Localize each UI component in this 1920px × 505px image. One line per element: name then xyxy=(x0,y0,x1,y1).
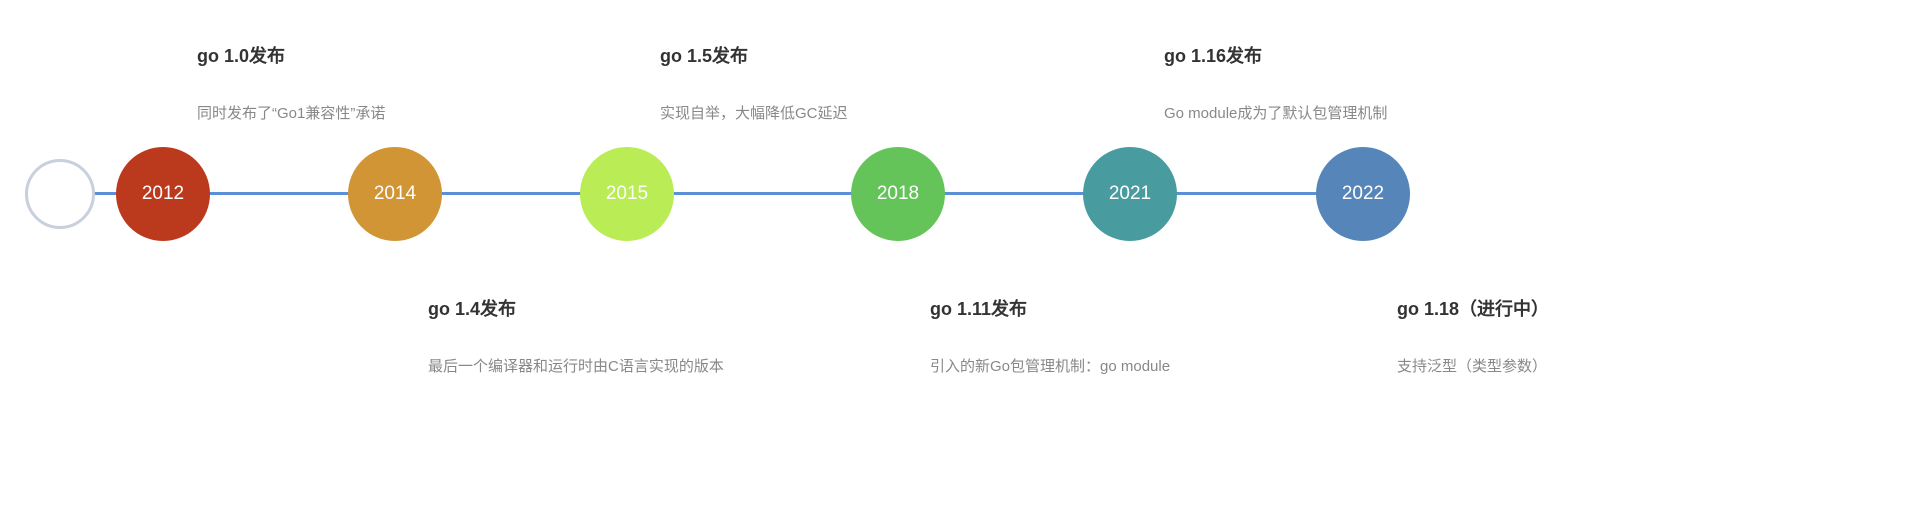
node-2014: 2014 xyxy=(348,147,442,241)
event-desc: 支持泛型（类型参数） xyxy=(1397,358,1548,375)
event-title: go 1.16发布 xyxy=(1164,46,1263,66)
event-desc: 实现自举，大幅降低GC延迟 xyxy=(660,105,848,122)
node-2015: 2015 xyxy=(580,147,674,241)
event-desc: 同时发布了“Go1兼容性”承诺 xyxy=(197,105,386,122)
event-title: go 1.18（进行中） xyxy=(1397,299,1550,319)
event-title: go 1.0发布 xyxy=(197,46,286,66)
event-desc: 引入的新Go包管理机制：go module xyxy=(930,358,1171,375)
event-go1-11: go 1.11发布 引入的新Go包管理机制：go module xyxy=(930,295,1170,376)
event-go1-4: go 1.4发布 最后一个编译器和运行时由C语言实现的版本 xyxy=(428,295,724,376)
event-desc: 最后一个编译器和运行时由C语言实现的版本 xyxy=(428,358,724,375)
event-desc: Go module成为了默认包管理机制 xyxy=(1164,105,1388,122)
node-2021: 2021 xyxy=(1083,147,1177,241)
event-title: go 1.11发布 xyxy=(930,299,1028,319)
timeline-axis xyxy=(92,192,1363,195)
timeline-start-circle xyxy=(25,159,95,229)
node-2022: 2022 xyxy=(1316,147,1410,241)
event-go1-0: go 1.0发布 同时发布了“Go1兼容性”承诺 xyxy=(197,42,385,123)
event-go1-16: go 1.16发布 Go module成为了默认包管理机制 xyxy=(1164,42,1387,123)
event-title: go 1.4发布 xyxy=(428,299,517,319)
event-title: go 1.5发布 xyxy=(660,46,749,66)
node-2012: 2012 xyxy=(116,147,210,241)
event-go1-18: go 1.18（进行中） 支持泛型（类型参数） xyxy=(1397,295,1549,376)
node-2018: 2018 xyxy=(851,147,945,241)
event-go1-5: go 1.5发布 实现自举，大幅降低GC延迟 xyxy=(660,42,848,123)
